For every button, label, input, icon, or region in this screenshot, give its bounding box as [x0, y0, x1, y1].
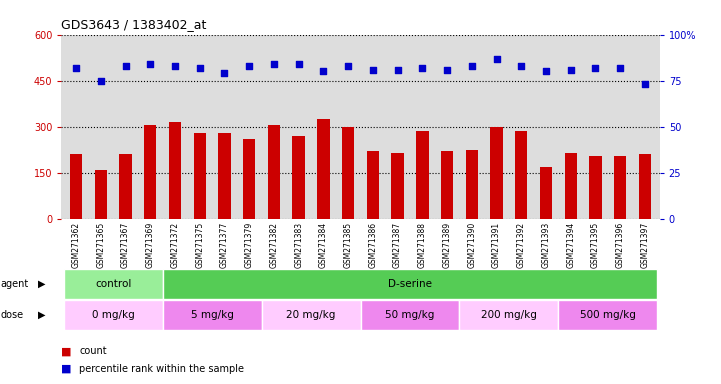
Point	[565, 66, 577, 73]
Bar	[466, 150, 478, 219]
Point	[516, 63, 527, 69]
Bar	[120, 154, 132, 219]
Bar	[342, 127, 354, 219]
Bar	[392, 153, 404, 219]
Point	[392, 66, 403, 73]
Bar	[63, 270, 163, 299]
Bar	[639, 154, 651, 219]
Bar	[70, 154, 82, 219]
Bar	[459, 300, 558, 329]
Point	[218, 70, 230, 76]
Point	[244, 63, 255, 69]
Bar	[558, 300, 658, 329]
Bar	[94, 170, 107, 219]
Point	[194, 65, 205, 71]
Point	[417, 65, 428, 71]
Text: percentile rank within the sample: percentile rank within the sample	[79, 364, 244, 374]
Point	[491, 55, 503, 61]
Point	[95, 78, 107, 84]
Point	[318, 68, 329, 74]
Bar	[144, 125, 156, 219]
Point	[293, 61, 304, 67]
Bar	[243, 139, 255, 219]
Bar	[63, 300, 163, 329]
Bar	[360, 300, 459, 329]
Text: ■: ■	[61, 346, 72, 356]
Bar	[193, 133, 206, 219]
Text: 5 mg/kg: 5 mg/kg	[190, 310, 234, 320]
Text: ▶: ▶	[37, 279, 45, 289]
Text: dose: dose	[1, 310, 24, 320]
Text: 0 mg/kg: 0 mg/kg	[92, 310, 135, 320]
Text: 500 mg/kg: 500 mg/kg	[580, 310, 636, 320]
Point	[614, 65, 626, 71]
Bar	[441, 151, 454, 219]
Point	[590, 65, 601, 71]
Text: 20 mg/kg: 20 mg/kg	[286, 310, 336, 320]
Point	[466, 63, 477, 69]
Bar	[367, 151, 379, 219]
Bar	[589, 156, 601, 219]
Bar	[169, 122, 181, 219]
Text: control: control	[95, 279, 131, 289]
Point	[169, 63, 181, 69]
Point	[342, 63, 354, 69]
Bar	[515, 131, 528, 219]
Bar	[614, 156, 627, 219]
Text: agent: agent	[1, 279, 29, 289]
Point	[639, 81, 650, 88]
Point	[71, 65, 82, 71]
Point	[441, 66, 453, 73]
Bar	[163, 270, 658, 299]
Bar	[218, 133, 231, 219]
Bar	[293, 136, 305, 219]
Bar	[540, 167, 552, 219]
Bar	[163, 300, 262, 329]
Bar	[416, 131, 428, 219]
Text: GDS3643 / 1383402_at: GDS3643 / 1383402_at	[61, 18, 207, 31]
Point	[144, 61, 156, 67]
Point	[540, 68, 552, 74]
Bar	[565, 153, 577, 219]
Text: ▶: ▶	[37, 310, 45, 320]
Point	[268, 61, 280, 67]
Point	[120, 63, 131, 69]
Bar	[262, 300, 360, 329]
Bar	[267, 125, 280, 219]
Text: ■: ■	[61, 364, 72, 374]
Bar	[317, 119, 329, 219]
Text: 50 mg/kg: 50 mg/kg	[385, 310, 435, 320]
Text: 200 mg/kg: 200 mg/kg	[481, 310, 537, 320]
Point	[367, 66, 379, 73]
Bar	[490, 127, 503, 219]
Text: D-serine: D-serine	[388, 279, 432, 289]
Text: count: count	[79, 346, 107, 356]
